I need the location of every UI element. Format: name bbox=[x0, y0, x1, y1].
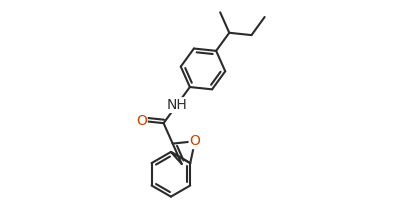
Text: O: O bbox=[136, 114, 147, 128]
Text: O: O bbox=[189, 134, 200, 148]
Text: NH: NH bbox=[166, 98, 187, 112]
